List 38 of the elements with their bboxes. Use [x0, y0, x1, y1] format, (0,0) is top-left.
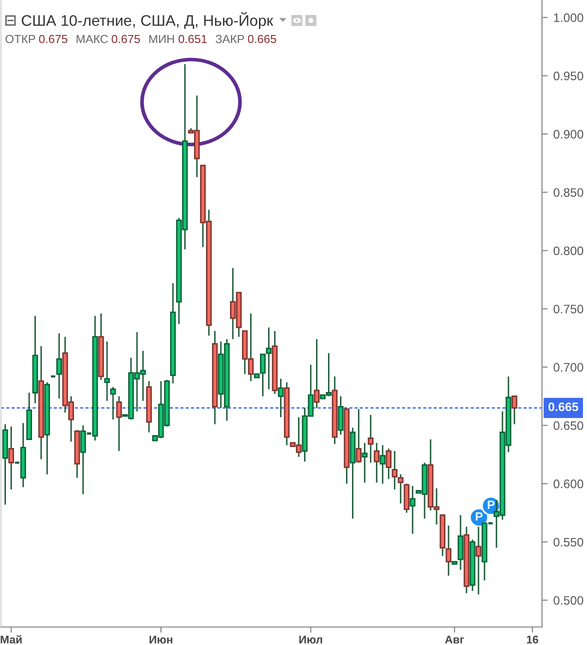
candlestick [386, 448, 392, 480]
candlestick [104, 340, 110, 402]
candlestick [476, 526, 482, 596]
candlestick [368, 414, 374, 464]
y-tick-label: 0.800 [554, 246, 584, 256]
candlestick [110, 386, 116, 420]
candlestick [116, 396, 122, 452]
text: США 10-летние, США, Д, Нью-Йорк [22, 12, 274, 29]
y-tick-label: 0.750 [554, 304, 584, 314]
candlestick [278, 378, 284, 418]
y-tick-label: 0.900 [554, 130, 584, 139]
y-tick-label: 0.950 [554, 72, 584, 80]
annotation: P [488, 500, 495, 509]
x-tick-label: Июл [299, 636, 322, 644]
candlestick [380, 444, 386, 484]
y-tick-label: 0.850 [554, 188, 584, 197]
candlestick [374, 442, 380, 484]
y-tick-label: 0.650 [554, 421, 584, 430]
y-tick-label: 0.550 [554, 538, 584, 546]
candlestick [362, 442, 368, 484]
candlestick [338, 396, 344, 436]
text: ОТКР 0.675 МАКС 0.675 МИН 0.651 ЗАКР 0.665 [6, 34, 276, 44]
y-tick-label: 0.500 [554, 596, 584, 605]
annotation: P [476, 512, 483, 521]
ref-line-label: 0.665 [548, 402, 578, 412]
x-tick-label: 16 [526, 636, 538, 644]
x-tick-label: Авг [445, 636, 464, 644]
candlestick [314, 338, 320, 409]
x-tick-label: Май [0, 635, 22, 644]
y-tick-label: 0.600 [554, 480, 584, 488]
candlestick [356, 408, 362, 464]
candlestick [458, 514, 464, 571]
y-tick-label: 1.000 [554, 13, 584, 22]
candlestick [512, 396, 518, 425]
x-tick-label: Июн [150, 636, 172, 644]
candlestick [56, 332, 62, 400]
candlestick [410, 485, 416, 534]
y-tick-label: 0.700 [554, 363, 584, 372]
